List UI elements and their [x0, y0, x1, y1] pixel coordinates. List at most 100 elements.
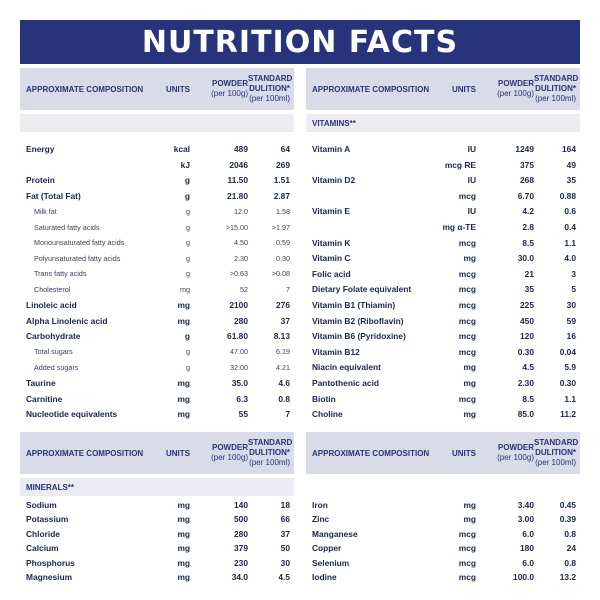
powder-value: 55 — [238, 409, 248, 420]
header-units: UNITS — [452, 84, 476, 94]
standard-value: 1.1 — [564, 237, 576, 248]
nutrient-name: Vitamin C — [312, 253, 351, 264]
unit-cell: mcg — [458, 346, 476, 357]
powder-value: 120 — [520, 331, 534, 342]
standard-value: 64 — [280, 144, 290, 154]
table-row: Dietary Folate equivalent mcg 35 5 — [306, 282, 580, 296]
powder-value: 12.0 — [234, 206, 248, 216]
powder-value: >15.00 — [225, 222, 248, 232]
table-row: Vitamin B6 (Pyridoxine) mcg 120 16 — [306, 329, 580, 343]
powder-value: 2100 — [229, 300, 248, 310]
table-row: Chloride mg 280 37 — [20, 527, 294, 541]
standard-value: 24 — [566, 543, 576, 554]
header-powder: POWDER (per 100g) — [497, 79, 534, 98]
nutrient-name: Iron — [312, 500, 328, 510]
nutrient-name: Vitamin E — [312, 206, 351, 217]
table-row: Folic acid mcg 21 3 — [306, 267, 580, 281]
table-row: Polyunsaturated fatty acids g 2.30 0.30 — [20, 251, 294, 265]
table-row: Sodium mg 140 18 — [20, 498, 294, 512]
table-row: Niacin equivalent mg 4.5 5.9 — [306, 360, 580, 374]
powder-value: 280 — [234, 528, 248, 539]
powder-value: 34.0 — [231, 572, 248, 582]
powder-value: 35.0 — [231, 378, 248, 388]
standard-value: 18 — [280, 500, 290, 510]
nutrient-name: Milk fat — [34, 206, 57, 216]
unit-cell: mcg — [458, 572, 476, 582]
nutrient-name: Manganese — [312, 528, 358, 539]
unit-cell: g — [186, 238, 190, 248]
nutrient-name: Carbohydrate — [26, 331, 81, 342]
table-row: Nucleotide equivalents mg 55 7 — [20, 407, 294, 421]
panel-minerals-a: APPROXIMATE COMPOSITION UNITS POWDER (per… — [20, 432, 294, 582]
unit-cell: mcg — [458, 557, 476, 568]
table-row: Vitamin A IU 1249 164 — [306, 142, 580, 156]
powder-value: 2.8 — [522, 222, 534, 232]
powder-value: 280 — [234, 315, 248, 326]
nutrient-name: Monounsaturated fatty acids — [34, 238, 125, 248]
unit-cell: mg — [177, 315, 190, 326]
header-powder: POWDER (per 100g) — [497, 443, 534, 462]
powder-value: 0.30 — [517, 346, 534, 357]
header-units: UNITS — [166, 84, 190, 94]
unit-cell: mcg — [458, 528, 476, 539]
powder-value: 3.00 — [517, 514, 534, 525]
table-row: Manganese mcg 6.0 0.8 — [306, 527, 580, 541]
standard-value: 37 — [280, 315, 290, 326]
standard-value: 269 — [276, 159, 290, 170]
unit-cell: mcg RE — [444, 159, 476, 170]
nutrient-name: Niacin equivalent — [312, 362, 381, 373]
powder-value: 21.80 — [227, 190, 248, 201]
nutrient-name: Carnitine — [26, 393, 63, 404]
standard-value: 13.2 — [559, 572, 576, 582]
unit-cell: mg α-TE — [442, 222, 476, 232]
nutrient-name: Chloride — [26, 528, 60, 539]
header-composition: APPROXIMATE COMPOSITION — [312, 448, 430, 458]
table-row: Zinc mg 3.00 0.39 — [306, 512, 580, 526]
unit-cell: mcg — [458, 190, 476, 201]
powder-value: 2046 — [229, 159, 248, 170]
standard-value: 7 — [285, 409, 290, 420]
standard-value: 16 — [566, 331, 576, 342]
nutrient-name: Sodium — [26, 500, 57, 510]
powder-value: 1249 — [515, 144, 534, 154]
unit-cell: g — [186, 269, 190, 279]
powder-value: 268 — [520, 175, 534, 186]
table-row: Protein g 11.50 1.51 — [20, 173, 294, 187]
standard-value: 5.9 — [564, 362, 576, 373]
table-row: Cholesterol mg 52 7 — [20, 282, 294, 296]
powder-value: 500 — [234, 514, 248, 525]
unit-cell: mg — [463, 409, 476, 420]
unit-cell: g — [184, 190, 190, 201]
standard-value: 2.87 — [273, 190, 290, 201]
standard-value: 50 — [280, 543, 290, 554]
standard-value: 0.30 — [276, 253, 290, 263]
section-band-vitamins: VITAMINS** — [306, 114, 580, 132]
table-row: kJ 2046 269 — [20, 158, 294, 172]
panel-minerals-b: APPROXIMATE COMPOSITION UNITS POWDER (per… — [306, 432, 580, 582]
standard-value: 0.6 — [564, 206, 576, 217]
header-units: UNITS — [452, 448, 476, 458]
powder-value: 4.50 — [234, 238, 248, 248]
standard-value: 66 — [280, 514, 290, 525]
table-row: Magnesium mg 34.0 4.5 — [20, 570, 294, 584]
powder-value: 4.2 — [522, 206, 534, 217]
nutrient-name: Added sugars — [34, 362, 79, 372]
unit-cell: mg — [177, 500, 190, 510]
table-row: mcg 6.70 0.88 — [306, 189, 580, 203]
header-powder: POWDER (per 100g) — [211, 443, 248, 462]
table-header: APPROXIMATE COMPOSITION UNITS POWDER (per… — [20, 68, 294, 110]
unit-cell: mg — [177, 528, 190, 539]
nutrient-name: Calcium — [26, 543, 59, 554]
nutrient-name: Saturated fatty acids — [34, 222, 100, 232]
table-row: Choline mg 85.0 11.2 — [306, 407, 580, 421]
nutrient-name: Vitamin D2 — [312, 175, 356, 186]
unit-cell: g — [186, 347, 190, 357]
table-row: Saturated fatty acids g >15.00 >1.97 — [20, 220, 294, 234]
section-band-minerals: MINERALS** — [20, 478, 294, 496]
table-row: Copper mcg 180 24 — [306, 541, 580, 555]
standard-value: 0.59 — [276, 238, 290, 248]
title-banner: NUTRITION FACTS — [20, 20, 580, 64]
powder-value: 6.0 — [522, 557, 534, 568]
powder-value: 47.00 — [230, 347, 248, 357]
powder-value: 21 — [524, 268, 534, 279]
